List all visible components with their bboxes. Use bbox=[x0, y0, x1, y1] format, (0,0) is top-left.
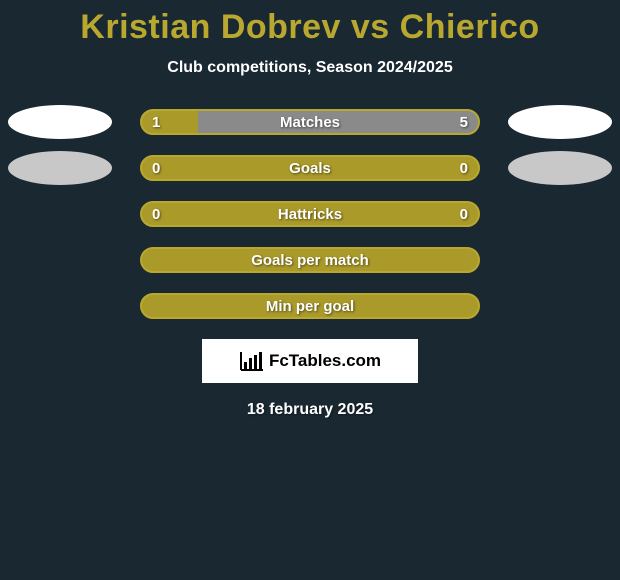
stat-row: Min per goal bbox=[0, 293, 620, 319]
stats-area: Matches15Goals00Hattricks00Goals per mat… bbox=[0, 109, 620, 319]
stat-value-left: 1 bbox=[152, 111, 160, 133]
player-marker-right bbox=[508, 151, 612, 185]
stat-label: Min per goal bbox=[142, 295, 478, 317]
stat-label: Matches bbox=[142, 111, 478, 133]
stat-row: Goals per match bbox=[0, 247, 620, 273]
logo-box: FcTables.com bbox=[202, 339, 418, 383]
stat-label: Goals bbox=[142, 157, 478, 179]
stat-value-right: 0 bbox=[460, 203, 468, 225]
stat-value-right: 0 bbox=[460, 157, 468, 179]
subtitle: Club competitions, Season 2024/2025 bbox=[0, 59, 620, 77]
logo: FcTables.com bbox=[239, 350, 381, 372]
stat-label: Hattricks bbox=[142, 203, 478, 225]
stat-value-left: 0 bbox=[152, 157, 160, 179]
stat-row: Matches1 5 bbox=[0, 109, 620, 135]
player-marker-right bbox=[508, 105, 612, 139]
stat-bar: Hattricks0 0 bbox=[140, 201, 480, 227]
date: 18 february 2025 bbox=[0, 401, 620, 419]
stat-row: Goals0 0 bbox=[0, 155, 620, 181]
page-title: Kristian Dobrev vs Chierico bbox=[0, 8, 620, 47]
stat-value-left: 0 bbox=[152, 203, 160, 225]
stat-bar: Goals per match bbox=[140, 247, 480, 273]
stat-bar: Min per goal bbox=[140, 293, 480, 319]
bar-chart-icon bbox=[239, 350, 265, 372]
comparison-infographic: Kristian Dobrev vs Chierico Club competi… bbox=[0, 0, 620, 419]
stat-bar: Matches1 5 bbox=[140, 109, 480, 135]
stat-value-right: 5 bbox=[460, 111, 468, 133]
stat-label: Goals per match bbox=[142, 249, 478, 271]
stat-bar: Goals0 0 bbox=[140, 155, 480, 181]
logo-text: FcTables.com bbox=[269, 351, 381, 371]
stat-row: Hattricks0 0 bbox=[0, 201, 620, 227]
player-marker-left bbox=[8, 105, 112, 139]
player-marker-left bbox=[8, 151, 112, 185]
